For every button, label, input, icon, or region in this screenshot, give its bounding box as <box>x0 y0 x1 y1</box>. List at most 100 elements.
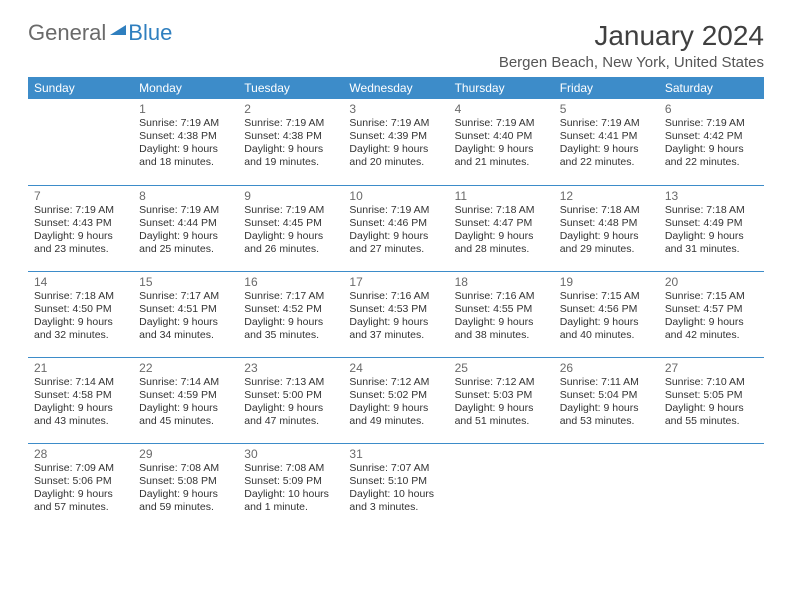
day-details: Sunrise: 7:19 AMSunset: 4:45 PMDaylight:… <box>244 204 337 257</box>
sunset-line: Sunset: 4:46 PM <box>349 217 442 230</box>
sunrise-line: Sunrise: 7:16 AM <box>349 290 442 303</box>
dow-header: Saturday <box>659 77 764 99</box>
sunrise-line: Sunrise: 7:18 AM <box>34 290 127 303</box>
calendar-cell: 14Sunrise: 7:18 AMSunset: 4:50 PMDayligh… <box>28 271 133 357</box>
logo-word2: Blue <box>128 20 172 46</box>
day-details: Sunrise: 7:19 AMSunset: 4:40 PMDaylight:… <box>455 117 548 170</box>
day-details: Sunrise: 7:19 AMSunset: 4:38 PMDaylight:… <box>139 117 232 170</box>
day-number: 9 <box>244 189 337 203</box>
day-details: Sunrise: 7:15 AMSunset: 4:56 PMDaylight:… <box>560 290 653 343</box>
calendar-cell: 11Sunrise: 7:18 AMSunset: 4:47 PMDayligh… <box>449 185 554 271</box>
logo: General Blue <box>28 20 172 46</box>
calendar-cell: 13Sunrise: 7:18 AMSunset: 4:49 PMDayligh… <box>659 185 764 271</box>
day-number: 21 <box>34 361 127 375</box>
day-details: Sunrise: 7:19 AMSunset: 4:39 PMDaylight:… <box>349 117 442 170</box>
sunrise-line: Sunrise: 7:08 AM <box>244 462 337 475</box>
calendar-row: 14Sunrise: 7:18 AMSunset: 4:50 PMDayligh… <box>28 271 764 357</box>
calendar: SundayMondayTuesdayWednesdayThursdayFrid… <box>28 77 764 529</box>
daylight-line: Daylight: 9 hours and 42 minutes. <box>665 316 758 342</box>
day-number: 17 <box>349 275 442 289</box>
daylight-line: Daylight: 9 hours and 34 minutes. <box>139 316 232 342</box>
sunrise-line: Sunrise: 7:19 AM <box>349 204 442 217</box>
daylight-line: Daylight: 9 hours and 27 minutes. <box>349 230 442 256</box>
calendar-head: SundayMondayTuesdayWednesdayThursdayFrid… <box>28 77 764 99</box>
calendar-cell <box>554 443 659 529</box>
calendar-cell: 8Sunrise: 7:19 AMSunset: 4:44 PMDaylight… <box>133 185 238 271</box>
sunrise-line: Sunrise: 7:18 AM <box>560 204 653 217</box>
day-details: Sunrise: 7:10 AMSunset: 5:05 PMDaylight:… <box>665 376 758 429</box>
sunrise-line: Sunrise: 7:18 AM <box>665 204 758 217</box>
daylight-line: Daylight: 9 hours and 51 minutes. <box>455 402 548 428</box>
daylight-line: Daylight: 9 hours and 20 minutes. <box>349 143 442 169</box>
daylight-line: Daylight: 9 hours and 38 minutes. <box>455 316 548 342</box>
day-details: Sunrise: 7:19 AMSunset: 4:41 PMDaylight:… <box>560 117 653 170</box>
sunset-line: Sunset: 5:06 PM <box>34 475 127 488</box>
title-block: January 2024 Bergen Beach, New York, Uni… <box>499 20 764 71</box>
sunset-line: Sunset: 4:57 PM <box>665 303 758 316</box>
calendar-cell: 5Sunrise: 7:19 AMSunset: 4:41 PMDaylight… <box>554 99 659 185</box>
day-number: 3 <box>349 102 442 116</box>
sunset-line: Sunset: 5:08 PM <box>139 475 232 488</box>
daylight-line: Daylight: 9 hours and 32 minutes. <box>34 316 127 342</box>
day-details: Sunrise: 7:18 AMSunset: 4:49 PMDaylight:… <box>665 204 758 257</box>
sunrise-line: Sunrise: 7:15 AM <box>665 290 758 303</box>
sunset-line: Sunset: 5:05 PM <box>665 389 758 402</box>
sunset-line: Sunset: 5:09 PM <box>244 475 337 488</box>
calendar-cell: 18Sunrise: 7:16 AMSunset: 4:55 PMDayligh… <box>449 271 554 357</box>
day-number: 1 <box>139 102 232 116</box>
day-number: 30 <box>244 447 337 461</box>
month-title: January 2024 <box>499 20 764 52</box>
day-number: 6 <box>665 102 758 116</box>
day-details: Sunrise: 7:12 AMSunset: 5:02 PMDaylight:… <box>349 376 442 429</box>
sunrise-line: Sunrise: 7:19 AM <box>244 117 337 130</box>
sunset-line: Sunset: 5:00 PM <box>244 389 337 402</box>
calendar-cell: 15Sunrise: 7:17 AMSunset: 4:51 PMDayligh… <box>133 271 238 357</box>
sunrise-line: Sunrise: 7:14 AM <box>139 376 232 389</box>
day-details: Sunrise: 7:19 AMSunset: 4:46 PMDaylight:… <box>349 204 442 257</box>
calendar-cell: 10Sunrise: 7:19 AMSunset: 4:46 PMDayligh… <box>343 185 448 271</box>
daylight-line: Daylight: 10 hours and 3 minutes. <box>349 488 442 514</box>
day-number: 22 <box>139 361 232 375</box>
sunset-line: Sunset: 4:45 PM <box>244 217 337 230</box>
sunset-line: Sunset: 4:55 PM <box>455 303 548 316</box>
calendar-row: 1Sunrise: 7:19 AMSunset: 4:38 PMDaylight… <box>28 99 764 185</box>
sunset-line: Sunset: 4:50 PM <box>34 303 127 316</box>
logo-word1: General <box>28 20 106 46</box>
sunrise-line: Sunrise: 7:16 AM <box>455 290 548 303</box>
sunset-line: Sunset: 4:38 PM <box>244 130 337 143</box>
daylight-line: Daylight: 9 hours and 26 minutes. <box>244 230 337 256</box>
sunset-line: Sunset: 4:43 PM <box>34 217 127 230</box>
daylight-line: Daylight: 9 hours and 49 minutes. <box>349 402 442 428</box>
sunrise-line: Sunrise: 7:09 AM <box>34 462 127 475</box>
calendar-cell <box>659 443 764 529</box>
day-number: 31 <box>349 447 442 461</box>
calendar-cell: 31Sunrise: 7:07 AMSunset: 5:10 PMDayligh… <box>343 443 448 529</box>
sunset-line: Sunset: 4:51 PM <box>139 303 232 316</box>
day-number: 28 <box>34 447 127 461</box>
day-details: Sunrise: 7:17 AMSunset: 4:52 PMDaylight:… <box>244 290 337 343</box>
sunset-line: Sunset: 4:48 PM <box>560 217 653 230</box>
sunrise-line: Sunrise: 7:11 AM <box>560 376 653 389</box>
sunrise-line: Sunrise: 7:14 AM <box>34 376 127 389</box>
day-details: Sunrise: 7:19 AMSunset: 4:44 PMDaylight:… <box>139 204 232 257</box>
calendar-cell: 7Sunrise: 7:19 AMSunset: 4:43 PMDaylight… <box>28 185 133 271</box>
calendar-cell: 16Sunrise: 7:17 AMSunset: 4:52 PMDayligh… <box>238 271 343 357</box>
day-number: 19 <box>560 275 653 289</box>
calendar-cell: 2Sunrise: 7:19 AMSunset: 4:38 PMDaylight… <box>238 99 343 185</box>
calendar-cell: 27Sunrise: 7:10 AMSunset: 5:05 PMDayligh… <box>659 357 764 443</box>
daylight-line: Daylight: 9 hours and 19 minutes. <box>244 143 337 169</box>
daylight-line: Daylight: 9 hours and 23 minutes. <box>34 230 127 256</box>
daylight-line: Daylight: 9 hours and 29 minutes. <box>560 230 653 256</box>
calendar-cell: 3Sunrise: 7:19 AMSunset: 4:39 PMDaylight… <box>343 99 448 185</box>
sunrise-line: Sunrise: 7:12 AM <box>349 376 442 389</box>
day-details: Sunrise: 7:13 AMSunset: 5:00 PMDaylight:… <box>244 376 337 429</box>
calendar-cell: 19Sunrise: 7:15 AMSunset: 4:56 PMDayligh… <box>554 271 659 357</box>
dow-header: Friday <box>554 77 659 99</box>
sunset-line: Sunset: 5:02 PM <box>349 389 442 402</box>
sunset-line: Sunset: 4:38 PM <box>139 130 232 143</box>
sunset-line: Sunset: 5:04 PM <box>560 389 653 402</box>
calendar-cell: 6Sunrise: 7:19 AMSunset: 4:42 PMDaylight… <box>659 99 764 185</box>
calendar-cell: 29Sunrise: 7:08 AMSunset: 5:08 PMDayligh… <box>133 443 238 529</box>
day-number: 4 <box>455 102 548 116</box>
calendar-row: 7Sunrise: 7:19 AMSunset: 4:43 PMDaylight… <box>28 185 764 271</box>
